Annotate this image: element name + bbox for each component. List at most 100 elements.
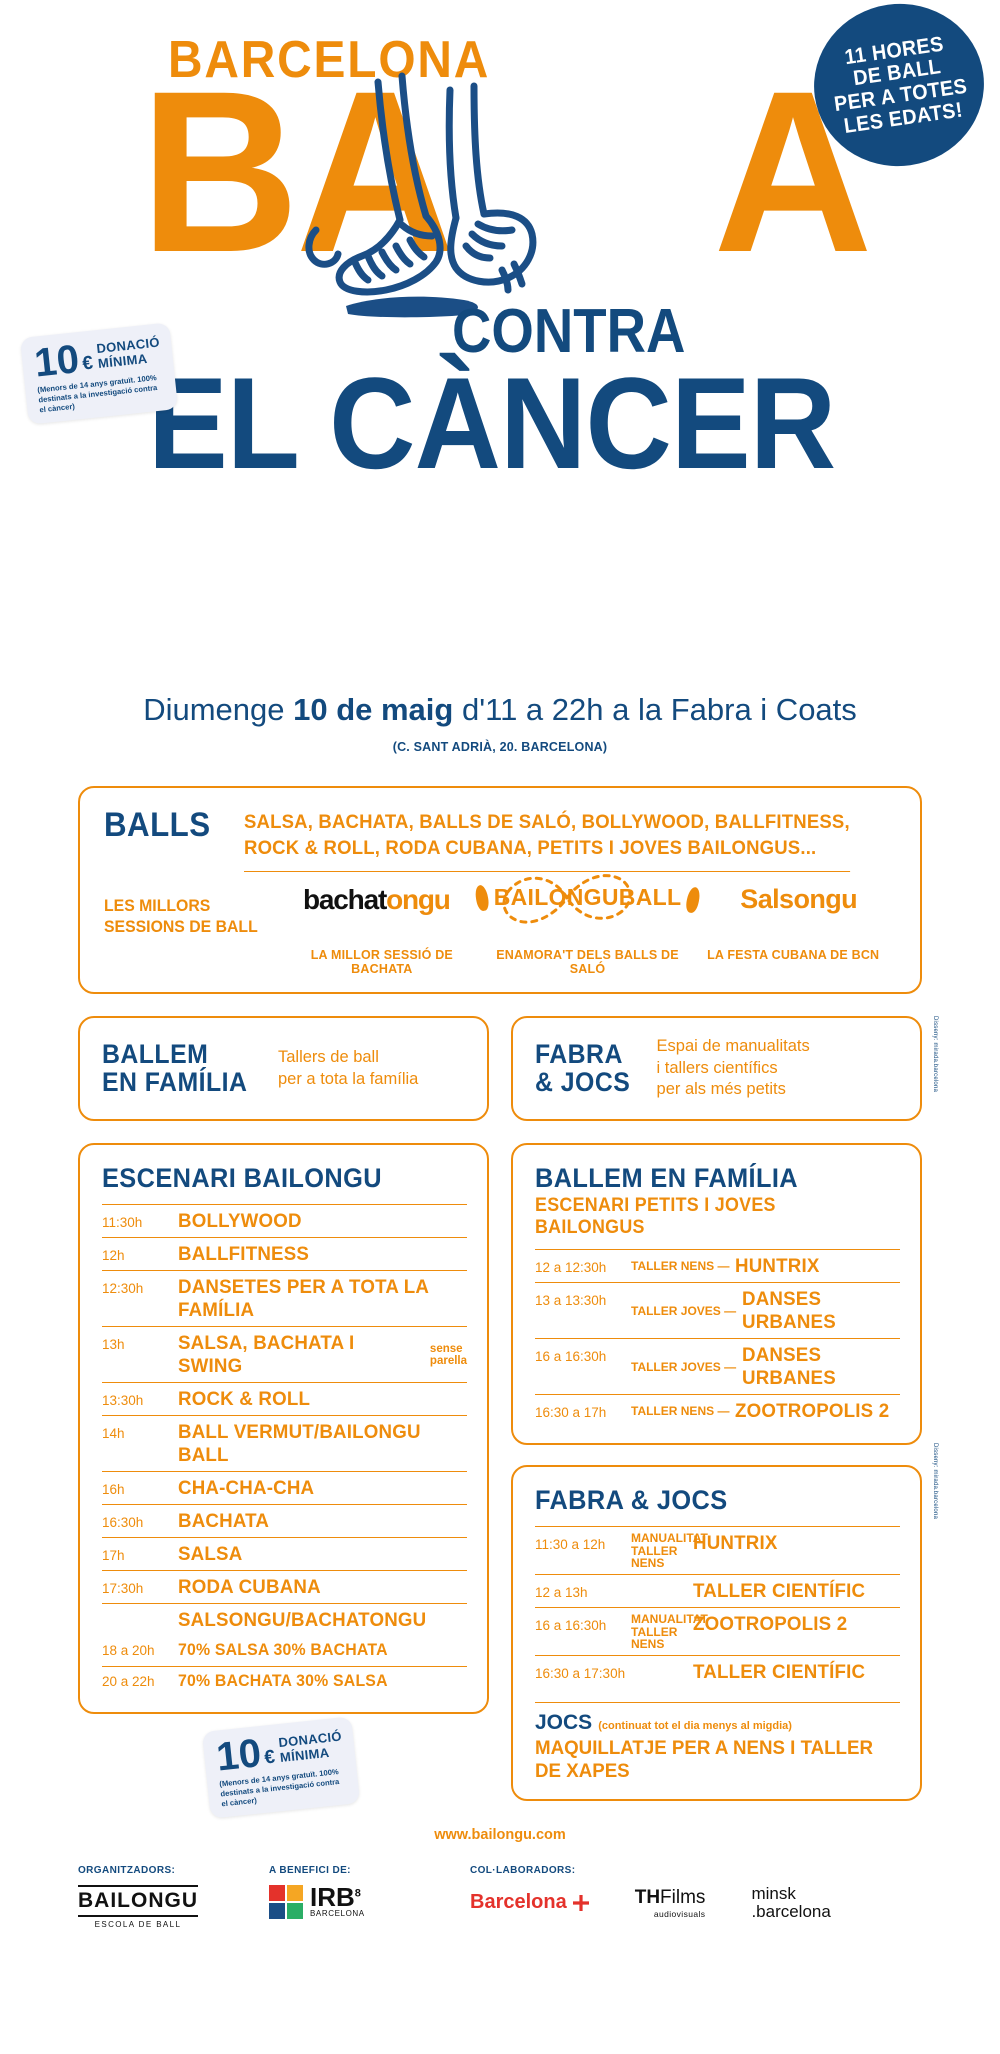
row-event: HUNTRIX <box>735 1255 821 1278</box>
bailongu-footer-logo: BAILONGU <box>78 1884 198 1917</box>
duo-sections: BALLEM EN FAMÍLIA Tallers de ball per a … <box>78 1015 938 1122</box>
ballem-familia-box: BALLEM EN FAMÍLIA Tallers de ball per a … <box>78 1015 489 1122</box>
fabra-jocs-schedule-title: FABRA & JOCS <box>535 1485 728 1516</box>
row-event: SALSA <box>178 1543 243 1566</box>
bailonguball-caption: ENAMORA'T DELS BALLS DE SALÓ <box>496 947 679 976</box>
row-event: 70% BACHATA 30% SALSA <box>178 1672 388 1691</box>
row-time: 12:30h <box>102 1281 144 1297</box>
row-time: 13:30h <box>102 1393 144 1409</box>
irb-superscript: 8 <box>354 1886 361 1899</box>
dateline-date: 10 de maig <box>293 692 454 727</box>
escenari-column: ESCENARI BAILONGU 11:30h BOLLYWOOD 12h B… <box>78 1143 489 1819</box>
website-link[interactable]: www.bailongu.com <box>434 1826 566 1843</box>
row-time: 13 a 13:30h <box>535 1293 607 1309</box>
minsk-logo: minsk .barcelona <box>751 1884 830 1921</box>
donation-sticker-hero: 10 € DONACIÓ MÍNIMA (Menors de 14 anys g… <box>19 322 179 425</box>
irb-text: IRB8 <box>310 1884 365 1910</box>
row-prefix-line-2: TALLER NENS <box>631 1543 678 1571</box>
escenari-rows: 11:30h BOLLYWOOD 12h BALLFITNESS 12:30h … <box>102 1204 467 1696</box>
best-sessions-label: LES MILLORS SESSIONS DE BALL <box>104 884 267 937</box>
irb-letters: IRB <box>310 1881 355 1912</box>
fabra-jocs-title-line-2: & JOCS <box>535 1066 631 1097</box>
fabra-jocs-desc-line-3: per als més petits <box>656 1080 786 1099</box>
row-prefix: TALLER NENS — <box>631 1259 730 1274</box>
row-event: TALLER CIENTÍFIC <box>693 1580 866 1603</box>
row-time: 12 a 13h <box>535 1585 588 1601</box>
ballem-familia-schedule-box: BALLEM EN FAMÍLIA ESCENARI PETITS I JOVE… <box>511 1143 922 1446</box>
table-row: 12:30h DANSETES PER A TOTA LA FAMÍLIA <box>102 1270 467 1326</box>
bachatongu-black: bachat <box>303 884 387 916</box>
best-sessions-line-2: SESSIONS DE BALL <box>104 917 258 937</box>
ballem-familia-schedule-subtitle: ESCENARI PETITS I JOVES BAILONGUS <box>535 1195 776 1239</box>
row-prefix: MANUALITAT TALLER NENS <box>631 1532 708 1571</box>
irb-subtext: BARCELONA <box>310 1909 365 1918</box>
ballem-familia-title-line-2: EN FAMÍLIA <box>102 1066 248 1097</box>
balls-list-line-2: ROCK & ROLL, RODA CUBANA, PETITS I JOVES… <box>243 836 817 859</box>
thfilms-sub: audiovisuals <box>653 1908 706 1919</box>
hero-contra-text: CONTRA <box>452 297 686 366</box>
row-event: DANSES URBANES <box>742 1344 837 1390</box>
logo-cell-bachatongu: bachatongu <box>279 884 474 916</box>
organitzadors-label: ORGANITZADORS: <box>78 1864 176 1876</box>
jocs-activities: MAQUILLATJE PER A NENS I TALLER DE XAPES <box>535 1736 874 1782</box>
row-event: BOLLYWOOD <box>178 1210 302 1233</box>
row-prefix-line-2: TALLER NENS <box>631 1624 678 1652</box>
ballem-familia-desc-line-2: per a tota la família <box>278 1069 419 1088</box>
thfilms-text: THFilms <box>635 1887 706 1909</box>
bailongu-footer-sub: ESCOLA DE BALL <box>94 1919 182 1929</box>
bailonguball-text: BAILONGUBALL <box>493 884 682 911</box>
table-row: 14h BALL VERMUT/BAILONGU BALL <box>102 1415 467 1471</box>
thfilms-logo: THFilms audiovisuals <box>635 1887 706 1919</box>
row-time: 16 a 16:30h <box>535 1349 607 1365</box>
row-time: 18 a 20h <box>102 1643 155 1659</box>
logo-cell-bailonguball: BAILONGUBALL <box>473 874 702 925</box>
footer-section: ORGANITZADORS: BAILONGU ESCOLA DE BALL A… <box>78 1865 922 1932</box>
row-event: SALSONGU/BACHATONGU <box>178 1609 427 1632</box>
row-prefix-line-1: MANUALITAT <box>631 1612 708 1627</box>
fabra-jocs-title-line-1: FABRA <box>535 1039 623 1070</box>
donation-label: DONACIÓ MÍNIMA <box>278 1728 344 1766</box>
row-event: HUNTRIX <box>693 1532 778 1555</box>
table-row: 11:30 a 12h MANUALITAT TALLER NENS HUNTR… <box>535 1526 900 1574</box>
row-time: 17:30h <box>102 1581 144 1597</box>
ballem-familia-title-line-1: BALLEM <box>102 1039 209 1070</box>
table-row: 12 a 12:30h TALLER NENS — HUNTRIX <box>535 1249 900 1282</box>
salsongu-caption: LA FESTA CUBANA DE BCN <box>707 947 880 962</box>
table-row: 12 a 13h TALLER CIENTÍFIC <box>535 1574 900 1607</box>
row-event: BACHATA <box>178 1510 270 1533</box>
table-row: 17h SALSA <box>102 1537 467 1570</box>
thfilms-films: Films <box>660 1886 706 1908</box>
row-time: 16h <box>102 1482 125 1498</box>
schedules-section: ESCENARI BAILONGU 11:30h BOLLYWOOD 12h B… <box>78 1143 938 1819</box>
benefici-label: A BENEFICI DE: <box>269 1864 351 1876</box>
bailonguball-logo: BAILONGUBALL <box>473 874 702 925</box>
table-row: 16:30 a 17:30h TALLER CIENTÍFIC <box>535 1654 900 1688</box>
row-event: DANSETES PER A TOTA LA FAMÍLIA <box>178 1276 429 1322</box>
bachatongu-orange: ongu <box>386 884 451 916</box>
venue-address: (C. SANT ADRIÀ, 20. BARCELONA) <box>392 740 608 754</box>
donation-amount: 10 <box>214 1731 264 1780</box>
barcelona-logo: Barcelona <box>470 1891 589 1914</box>
infinity-icon <box>502 874 632 925</box>
collaboradors-label: COL·LABORADORS: <box>470 1864 576 1876</box>
dancing-shoes-illustration <box>305 72 537 318</box>
table-row: 13 a 13:30h TALLER JOVES — DANSES URBANE… <box>535 1282 900 1338</box>
thfilms-th: TH <box>634 1886 661 1908</box>
row-time: 16 a 16:30h <box>535 1618 607 1634</box>
design-credit-top: Disseny: mirada.barcelona <box>932 1015 938 1092</box>
donation-sticker-footer: 10 € DONACIÓ MÍNIMA (Menors de 14 anys g… <box>201 1716 361 1819</box>
bachatongu-logo: bachatongu <box>303 884 451 916</box>
ballem-familia-schedule-title: BALLEM EN FAMÍLIA <box>535 1163 798 1194</box>
barcelona-cross-icon <box>572 1894 589 1911</box>
row-time: 16:30 a 17:30h <box>535 1665 626 1681</box>
row-event: DANSES URBANES <box>742 1288 837 1334</box>
logo-cell-salsongu: Salsongu <box>701 884 896 915</box>
irb-mark-icon <box>269 1884 303 1919</box>
jocs-note: (continuat tot el dia menys al migdia) <box>598 1719 792 1732</box>
caps-spacer <box>104 948 279 976</box>
donation-label: DONACIÓ MÍNIMA <box>96 334 162 372</box>
irb-logo: IRB8 BARCELONA <box>269 1884 444 1919</box>
table-row: SALSONGU/BACHATONGU <box>102 1603 467 1636</box>
row-time: 13h <box>102 1337 125 1353</box>
